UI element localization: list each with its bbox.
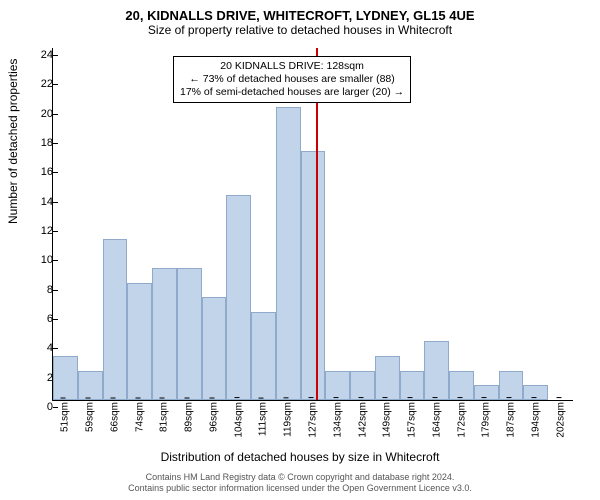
annotation-box: 20 KIDNALLS DRIVE: 128sqm← 73% of detach… [173, 56, 411, 103]
bar [276, 107, 301, 400]
x-tick: 194sqm [530, 400, 541, 438]
bar [78, 371, 103, 400]
x-tick: 111sqm [258, 400, 269, 436]
footer-line-1: Contains HM Land Registry data © Crown c… [0, 472, 600, 483]
x-tick: 157sqm [407, 400, 418, 438]
bar [375, 356, 400, 400]
chart-title: 20, KIDNALLS DRIVE, WHITECROFT, LYDNEY, … [0, 0, 600, 23]
bar [449, 371, 474, 400]
x-tick: 59sqm [85, 400, 96, 432]
bar [424, 341, 449, 400]
bar [53, 356, 78, 400]
bar [251, 312, 276, 400]
x-tick: 96sqm [208, 400, 219, 432]
plot-area: 02468101214161820222451sqm59sqm66sqm74sq… [52, 48, 573, 401]
annotation-line: ← 73% of detached houses are smaller (88… [180, 73, 404, 86]
y-tick: 24 [29, 49, 53, 61]
x-tick: 89sqm [184, 400, 195, 432]
footer-line-2: Contains public sector information licen… [0, 483, 600, 494]
x-tick: 119sqm [283, 400, 294, 437]
x-tick: 74sqm [134, 400, 145, 432]
y-tick: 2 [29, 372, 53, 384]
x-tick: 202sqm [555, 400, 566, 438]
x-axis-label: Distribution of detached houses by size … [0, 450, 600, 464]
x-tick: 66sqm [109, 400, 120, 432]
y-tick: 10 [29, 254, 53, 266]
bar [226, 195, 251, 400]
y-tick: 6 [29, 313, 53, 325]
bar [127, 283, 152, 400]
bar [103, 239, 128, 400]
y-tick: 0 [29, 401, 53, 413]
bar [177, 268, 202, 400]
bar [325, 371, 350, 400]
annotation-line: 17% of semi-detached houses are larger (… [180, 86, 404, 99]
y-tick: 4 [29, 342, 53, 354]
chart-container: 20, KIDNALLS DRIVE, WHITECROFT, LYDNEY, … [0, 0, 600, 500]
chart-subtitle: Size of property relative to detached ho… [0, 23, 600, 41]
bar [400, 371, 425, 400]
bar [152, 268, 177, 400]
y-tick: 14 [29, 196, 53, 208]
y-tick: 8 [29, 284, 53, 296]
y-tick: 22 [29, 78, 53, 90]
chart-footer: Contains HM Land Registry data © Crown c… [0, 468, 600, 500]
x-tick: 142sqm [357, 400, 368, 438]
bar [301, 151, 326, 400]
x-tick: 149sqm [382, 400, 393, 438]
x-tick: 104sqm [233, 400, 244, 438]
x-tick: 187sqm [506, 400, 517, 438]
x-tick: 164sqm [431, 400, 442, 438]
x-tick: 51sqm [60, 400, 71, 432]
bar [202, 297, 227, 400]
bar [499, 371, 524, 400]
y-tick: 12 [29, 225, 53, 237]
annotation-line: 20 KIDNALLS DRIVE: 128sqm [180, 60, 404, 73]
x-tick: 81sqm [159, 400, 170, 432]
x-tick: 179sqm [481, 400, 492, 438]
y-axis-label: Number of detached properties [6, 59, 20, 224]
bar [350, 371, 375, 400]
x-tick: 172sqm [456, 400, 467, 438]
y-tick: 20 [29, 108, 53, 120]
x-tick: 127sqm [308, 400, 319, 438]
y-tick: 18 [29, 137, 53, 149]
y-tick: 16 [29, 166, 53, 178]
x-tick: 134sqm [332, 400, 343, 438]
